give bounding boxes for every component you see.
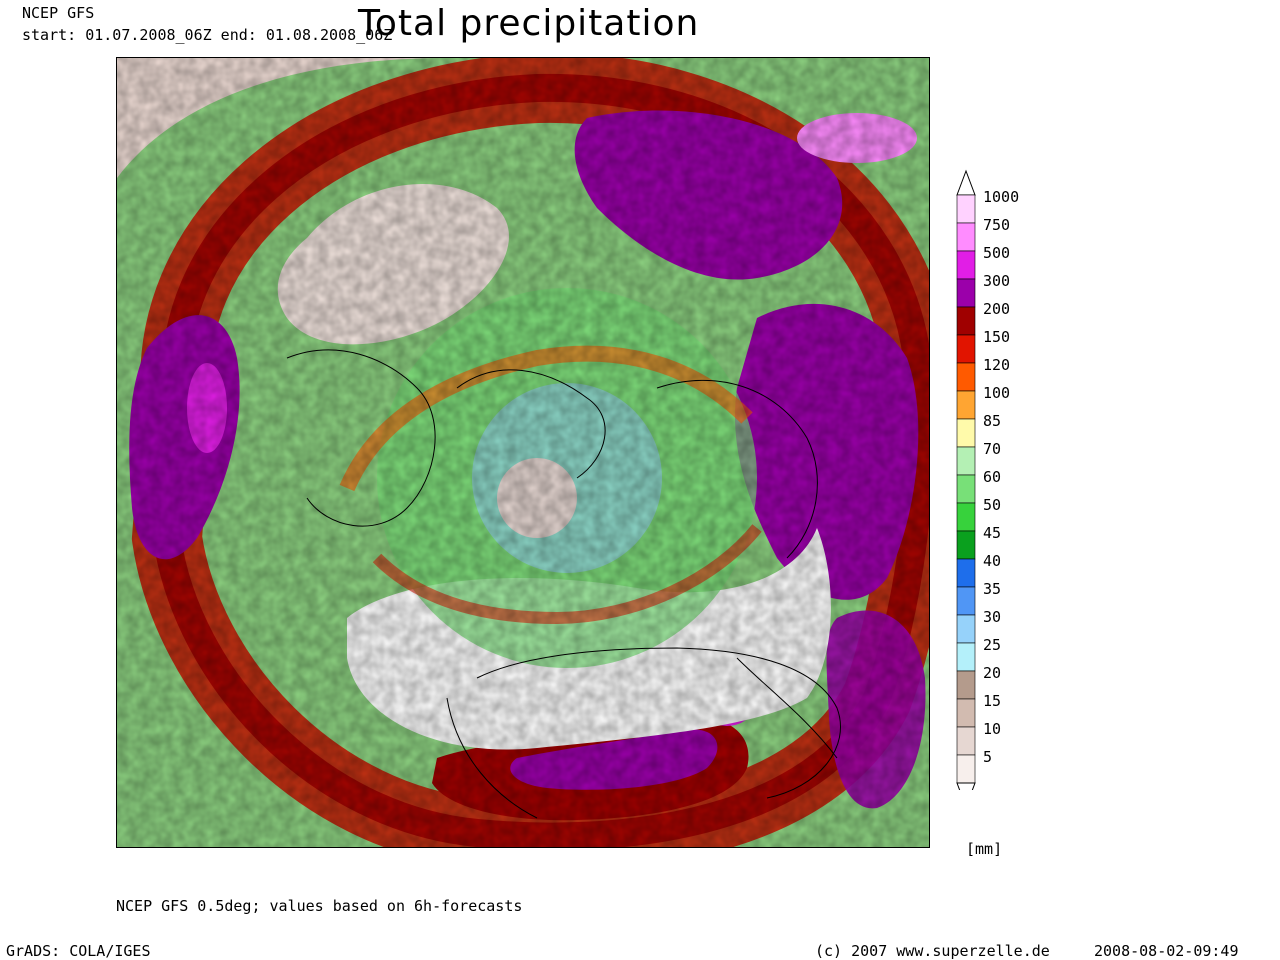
legend-level-label: 100 <box>983 384 1011 402</box>
legend-swatch <box>956 222 976 252</box>
legend-level-label: 15 <box>983 692 1002 710</box>
precipitation-map <box>116 57 930 848</box>
legend-swatch <box>956 726 976 756</box>
legend-level-label: 45 <box>983 524 1002 542</box>
legend-swatch <box>956 670 976 700</box>
legend-swatch <box>956 754 976 784</box>
legend-swatch <box>956 446 976 476</box>
legend-swatch <box>956 698 976 728</box>
legend-swatch <box>956 558 976 588</box>
legend-level-label: 300 <box>983 272 1011 290</box>
legend-level-label: 200 <box>983 300 1011 318</box>
data-source-note: NCEP GFS 0.5deg; values based on 6h-fore… <box>116 897 523 915</box>
legend-level-label: 85 <box>983 412 1002 430</box>
legend-swatch <box>956 362 976 392</box>
legend-level-label: 30 <box>983 608 1002 626</box>
legend-swatch <box>956 418 976 448</box>
legend-swatch <box>956 250 976 280</box>
forecast-period: start: 01.07.2008_06Z end: 01.08.2008_06… <box>22 26 393 44</box>
legend-swatch <box>956 530 976 560</box>
generation-timestamp: 2008-08-02-09:49 <box>1094 942 1239 960</box>
copyright-notice: (c) 2007 www.superzelle.de <box>815 942 1050 960</box>
legend-swatch <box>956 306 976 336</box>
legend-swatch <box>956 278 976 308</box>
software-credit: GrADS: COLA/IGES <box>6 942 151 960</box>
legend-swatch <box>956 390 976 420</box>
map-title: Total precipitation <box>358 3 700 44</box>
coastlines <box>286 349 841 819</box>
legend-swatch <box>956 334 976 364</box>
precipitation-field <box>117 58 929 847</box>
legend-level-label: 25 <box>983 636 1002 654</box>
legend-level-label: 120 <box>983 356 1011 374</box>
legend-level-label: 10 <box>983 720 1002 738</box>
legend-swatch <box>956 642 976 672</box>
legend-level-label: 5 <box>983 748 993 766</box>
legend-level-label: 70 <box>983 440 1002 458</box>
legend-level-label: 750 <box>983 216 1011 234</box>
legend-swatch <box>956 194 976 224</box>
legend-level-label: 1000 <box>983 188 1020 206</box>
legend-level-label: 20 <box>983 664 1002 682</box>
legend-level-label: 50 <box>983 496 1002 514</box>
legend-cap-bottom <box>956 782 976 790</box>
legend-cap-top <box>956 169 976 196</box>
legend-level-label: 150 <box>983 328 1011 346</box>
legend-swatch <box>956 614 976 644</box>
legend-level-label: 60 <box>983 468 1002 486</box>
legend-level-label: 35 <box>983 580 1002 598</box>
legend-level-label: 500 <box>983 244 1011 262</box>
unit-label: [mm] <box>966 840 1003 858</box>
model-name: NCEP GFS <box>22 4 95 22</box>
legend-level-label: 40 <box>983 552 1002 570</box>
legend-swatch <box>956 474 976 504</box>
legend-swatch <box>956 586 976 616</box>
legend-swatch <box>956 502 976 532</box>
field-texture <box>117 58 929 847</box>
color-legend <box>956 169 976 790</box>
